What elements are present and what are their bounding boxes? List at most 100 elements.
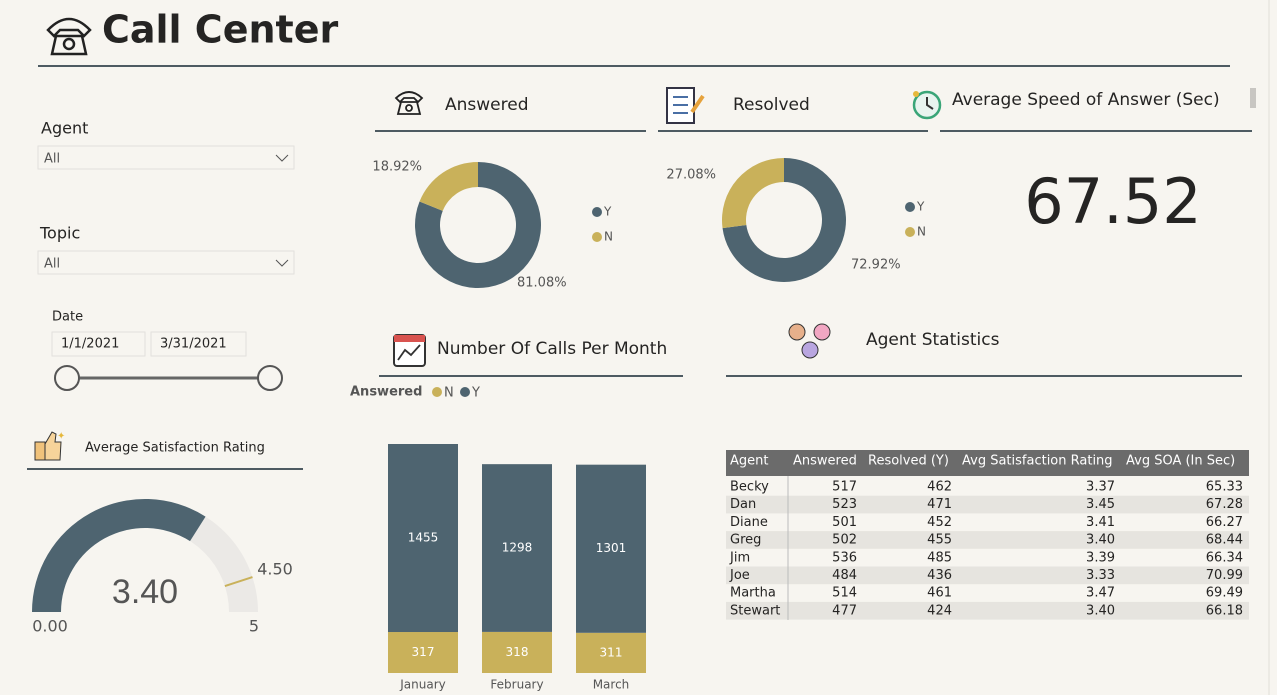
dropdown-arrow (275, 259, 289, 267)
date-filter-label: Date (52, 310, 83, 325)
clock-icon (912, 90, 942, 120)
legend-title: Answered (350, 385, 422, 400)
table-cell: 70.99 (1206, 568, 1243, 583)
x-tick-label: March (593, 678, 630, 692)
table-cell: 3.41 (1086, 515, 1115, 530)
gauge-target-label: 4.50 (257, 560, 293, 579)
table-cell: 3.33 (1086, 568, 1115, 583)
sparkle: ✦ (57, 431, 65, 442)
checklist-icon (666, 87, 705, 124)
legend-label: N (917, 225, 926, 239)
donut-slice (419, 162, 478, 211)
table-cell: 3.39 (1086, 550, 1115, 565)
legend-label: Y (916, 200, 925, 214)
legend-marker (905, 202, 915, 212)
kpi-title: Average Speed of Answer (Sec) (952, 90, 1220, 110)
table-cell: 69.49 (1206, 586, 1243, 601)
table-cell: 66.27 (1206, 515, 1243, 530)
bar-segment (576, 632, 646, 673)
table-cell: 452 (927, 515, 952, 530)
thumbs-icon: ✦ (34, 431, 65, 461)
table-cell: 501 (832, 515, 857, 530)
table-cell: Diane (730, 515, 768, 530)
table-cell: 3.45 (1086, 497, 1115, 512)
bar-value-label: 317 (412, 645, 435, 659)
bar-value-label: 318 (506, 645, 529, 659)
bar-segment (482, 464, 552, 632)
table-cell: 3.40 (1086, 603, 1115, 618)
scrollbar (1250, 88, 1256, 108)
table-row-stripe (726, 601, 1249, 620)
date-end-input[interactable] (150, 331, 247, 357)
table-row-stripe (726, 566, 1249, 585)
resolved-title: Resolved (733, 95, 810, 115)
bar-segment (388, 632, 458, 673)
gauge-min-label: 0.00 (32, 617, 68, 636)
bar-segment (576, 464, 646, 633)
table-cell: 3.40 (1086, 533, 1115, 548)
phone-icon (46, 17, 92, 56)
table-cell: 65.33 (1206, 480, 1243, 495)
donut-label: 81.08% (517, 276, 567, 291)
table-cell: 67.28 (1206, 497, 1243, 512)
table-cell: 461 (927, 586, 952, 601)
gauge-title: Average Satisfaction Rating (85, 441, 265, 456)
date-start-input[interactable] (51, 331, 146, 357)
topic-dropdown-value: All (44, 257, 60, 272)
bar-value-label: 1455 (408, 531, 439, 545)
gauge-max-label: 5 (249, 617, 259, 636)
table-cell: 484 (832, 568, 857, 583)
date-start: 1/1/2021 (61, 337, 119, 352)
x-tick-label: January (399, 678, 446, 692)
table-cell: Martha (730, 586, 776, 601)
table-header: Avg SOA (In Sec) (1126, 454, 1235, 469)
answered-title: Answered (445, 95, 529, 115)
dropdown-arrow (275, 154, 289, 162)
phone-icon-small (394, 91, 424, 115)
donut-label: 18.92% (372, 160, 422, 175)
donut-slice (722, 158, 846, 282)
donut-label: 72.92% (851, 258, 901, 273)
legend-label: N (604, 230, 613, 244)
table-header-bg (726, 450, 1249, 476)
donut-slice (415, 162, 541, 288)
legend-label: Y (471, 386, 480, 401)
page-title: Call Center (102, 8, 338, 52)
chart-icon (393, 334, 426, 367)
bar-segment (482, 631, 552, 673)
table-cell: 424 (927, 603, 952, 618)
table-cell: 523 (832, 497, 857, 512)
table-cell: 514 (832, 586, 857, 601)
table-cell: 485 (927, 550, 952, 565)
table-cell: 471 (927, 497, 952, 512)
table-cell: 68.44 (1206, 533, 1243, 548)
legend-label: N (444, 386, 454, 401)
kpi-value: 67.52 (1024, 165, 1202, 238)
table-header: Agent (730, 454, 768, 469)
agent-dropdown[interactable] (37, 145, 295, 170)
date-slider-handle[interactable] (257, 365, 283, 391)
table-cell: Jim (729, 550, 750, 565)
table-cell: 502 (832, 533, 857, 548)
legend-marker (432, 387, 442, 397)
bar-chart-title: Number Of Calls Per Month (437, 339, 667, 359)
x-tick-label: February (490, 678, 543, 692)
table-cell: 436 (927, 568, 952, 583)
table-cell: Stewart (730, 603, 780, 618)
table-header: Answered (793, 454, 857, 469)
legend-marker (460, 387, 470, 397)
bar-value-label: 311 (600, 645, 623, 659)
topic-dropdown[interactable] (37, 250, 295, 275)
donut-label: 27.08% (666, 168, 716, 183)
legend-label: Y (603, 205, 612, 219)
date-slider-handle[interactable] (54, 365, 80, 391)
table-cell: 3.37 (1086, 480, 1115, 495)
table-cell: 66.34 (1206, 550, 1243, 565)
table-cell: Greg (730, 533, 761, 548)
gauge-value-label: 3.40 (112, 573, 178, 611)
agents-icon (788, 323, 831, 359)
gauge-value (32, 499, 206, 612)
table-cell: Joe (729, 568, 750, 583)
table-row-stripe (726, 531, 1249, 549)
